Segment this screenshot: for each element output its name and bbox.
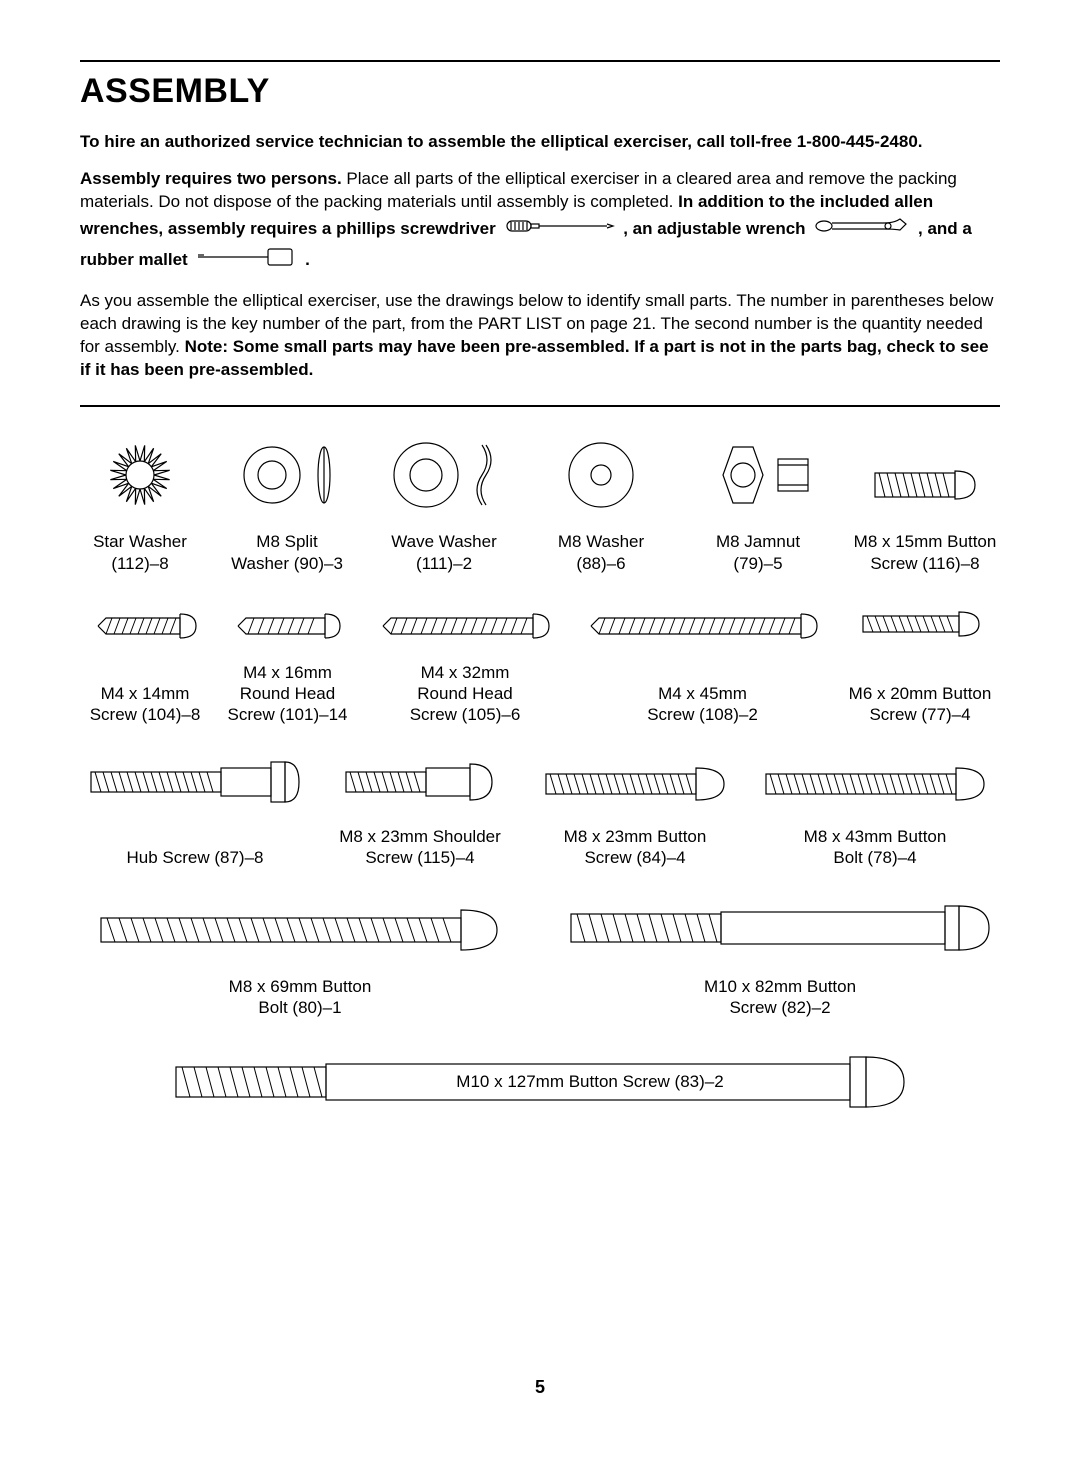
part-m10x127: M10 x 127mm Button Screw (83)–2 — [160, 1047, 920, 1117]
part-m4x14 — [80, 606, 210, 646]
label-m4x16: M4 x 16mmRound HeadScrew (101)–14 — [227, 662, 347, 726]
identify-note: Note: Some small parts may have been pre… — [80, 337, 989, 379]
label-m4x14: M4 x 14mmScrew (104)–8 — [90, 683, 201, 726]
button-m10x127-icon: M10 x 127mm Button Screw (83)–2 — [170, 1047, 910, 1117]
label-m4x32: M4 x 32mmRound HeadScrew (105)–6 — [410, 662, 521, 726]
parts-row-4 — [80, 896, 1000, 960]
requirements-paragraph: Assembly requires two persons. Place all… — [80, 168, 1000, 276]
part-m10x82 — [560, 896, 1000, 960]
label-split-washer: M8 SplitWasher (90)–3 — [231, 531, 343, 574]
screw-m4x14-icon — [90, 606, 200, 646]
screw-m4x32-icon — [375, 606, 555, 646]
label-wave-washer: Wave Washer(111)–2 — [391, 531, 497, 574]
parts-row-4-labels: M8 x 69mm ButtonBolt (80)–1 M10 x 82mm B… — [80, 966, 1000, 1019]
part-m8x15-button — [850, 455, 1000, 515]
label-hub-screw: Hub Screw (87)–8 — [126, 847, 263, 868]
page-number: 5 — [80, 1377, 1000, 1398]
screwdriver-icon — [505, 216, 615, 243]
part-m8x69 — [80, 900, 520, 960]
button-m6x20-icon — [855, 602, 985, 646]
intro-paragraph: To hire an authorized service technician… — [80, 131, 1000, 154]
label-m4x45: M4 x 45mmScrew (108)–2 — [647, 683, 758, 726]
wave-washer-icon — [384, 435, 504, 515]
parts-row-3-labels: Hub Screw (87)–8 M8 x 23mm ShoulderScrew… — [80, 816, 1000, 869]
two-persons-label: Assembly requires two persons. — [80, 169, 342, 188]
split-washer-icon — [232, 435, 342, 515]
button-m8x23-icon — [540, 758, 730, 810]
identify-paragraph: As you assemble the elliptical exerciser… — [80, 290, 1000, 382]
mallet-icon — [196, 245, 296, 276]
button-screw-15-icon — [865, 455, 985, 515]
label-m8x23-shoulder: M8 x 23mm ShoulderScrew (115)–4 — [339, 826, 501, 869]
label-m8x15: M8 x 15mm ButtonScrew (116)–8 — [854, 531, 997, 574]
label-m10x82: M10 x 82mm ButtonScrew (82)–2 — [704, 976, 856, 1019]
screw-m4x16-icon — [230, 606, 345, 646]
parts-row-2-labels: M4 x 14mmScrew (104)–8 M4 x 16mmRound He… — [80, 652, 1000, 726]
document-page: ASSEMBLY To hire an authorized service t… — [0, 0, 1080, 1458]
label-jamnut: M8 Jamnut(79)–5 — [716, 531, 800, 574]
label-m8x69: M8 x 69mm ButtonBolt (80)–1 — [229, 976, 372, 1019]
label-star-washer: Star Washer(112)–8 — [93, 531, 187, 574]
label-m8x43-button: M8 x 43mm ButtonBolt (78)–4 — [804, 826, 947, 869]
part-m4x32 — [365, 606, 565, 646]
part-m8-washer — [536, 435, 666, 515]
m8-washer-icon — [556, 435, 646, 515]
star-washer-icon — [100, 435, 180, 515]
page-title: ASSEMBLY — [80, 72, 1000, 111]
top-rule — [80, 60, 1000, 62]
parts-row-3 — [80, 754, 1000, 810]
req-after-screwdriver: , an adjustable wrench — [619, 219, 806, 238]
parts-row-1-labels: Star Washer(112)–8 M8 SplitWasher (90)–3… — [80, 521, 1000, 574]
label-m6x20: M6 x 20mm ButtonScrew (77)–4 — [849, 683, 992, 726]
parts-row-2 — [80, 602, 1000, 646]
screw-m4x45-icon — [583, 606, 823, 646]
part-m8x23-shoulder — [320, 754, 520, 810]
part-m4x16 — [218, 606, 358, 646]
wrench-icon — [814, 214, 909, 245]
part-star-washer — [80, 435, 200, 515]
shoulder-screw-icon — [340, 754, 500, 810]
part-m8x23-button — [530, 758, 740, 810]
parts-diagram: Star Washer(112)–8 M8 SplitWasher (90)–3… — [80, 435, 1000, 1116]
label-m10x127-inline: M10 x 127mm Button Screw (83)–2 — [456, 1072, 723, 1091]
label-m8-washer: M8 Washer(88)–6 — [558, 531, 644, 574]
hub-screw-icon — [85, 754, 305, 810]
part-m4x45 — [573, 606, 833, 646]
button-m8x43-icon — [760, 758, 990, 810]
part-m8x43-button — [750, 758, 1000, 810]
parts-row-1 — [80, 435, 1000, 515]
jamnut-icon — [698, 435, 818, 515]
part-wave-washer — [374, 435, 514, 515]
label-m8x23-button: M8 x 23mm ButtonScrew (84)–4 — [564, 826, 707, 869]
mid-rule — [80, 405, 1000, 407]
part-m6x20 — [840, 602, 1000, 646]
part-m8-jamnut — [688, 435, 828, 515]
parts-row-5: M10 x 127mm Button Screw (83)–2 — [80, 1047, 1000, 1117]
part-split-washer — [222, 435, 352, 515]
req-end: . — [300, 250, 309, 269]
button-m10x82-icon — [565, 896, 995, 960]
part-hub-screw — [80, 754, 310, 810]
button-m8x69-icon — [95, 900, 505, 960]
